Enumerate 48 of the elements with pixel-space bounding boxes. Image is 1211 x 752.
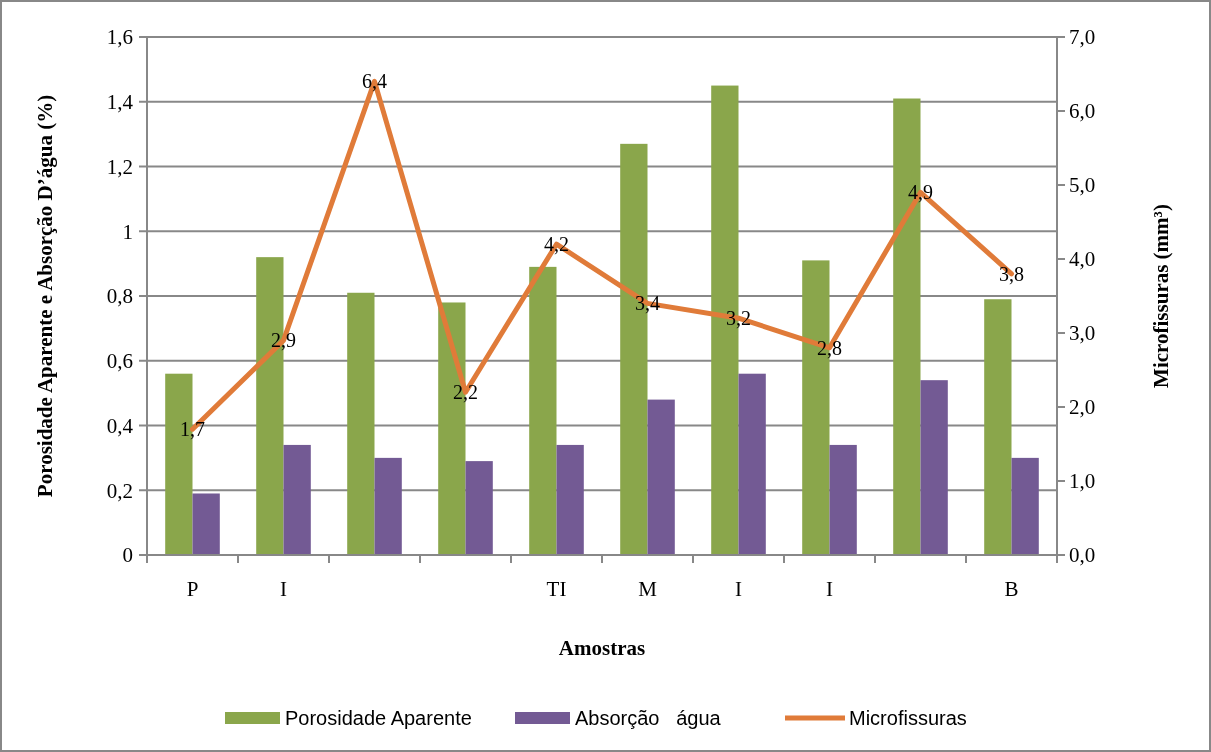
x-tick-label: TI — [546, 577, 567, 601]
bar — [738, 373, 766, 555]
y-tick-label: 0,2 — [106, 478, 133, 503]
bar — [984, 299, 1012, 555]
y2-tick-label: 7,0 — [1069, 25, 1096, 50]
y2-axis-title: Microfissuras (mm³) — [1149, 204, 1173, 388]
data-label: 6,4 — [362, 70, 387, 93]
x-tick-label: I — [280, 577, 287, 601]
x-tick-label: I — [735, 577, 742, 601]
y2-tick-label: 6,0 — [1069, 99, 1096, 124]
legend-label: Absorção água — [575, 707, 722, 729]
y-tick-label: 1 — [122, 219, 133, 244]
x-tick-label: B — [1004, 577, 1019, 601]
y2-tick-label: 2,0 — [1069, 395, 1096, 420]
bar — [920, 380, 948, 555]
bar — [529, 266, 557, 555]
y-tick-label: 0 — [122, 543, 133, 568]
bar — [347, 292, 375, 555]
y-tick-label: 1,4 — [106, 90, 134, 115]
bar — [647, 399, 675, 555]
legend-label: Porosidade Aparente — [285, 707, 472, 729]
y-tick-label: 0,6 — [106, 349, 133, 374]
bar — [283, 444, 311, 555]
x-tick-label: P — [186, 577, 199, 601]
bar — [465, 461, 493, 555]
bar — [556, 444, 584, 555]
y-tick-label: 1,6 — [106, 25, 133, 50]
x-axis-title: Amostras — [558, 636, 646, 660]
x-tick-label: M — [638, 577, 658, 601]
y-axis-title: Porosidade Aparente e Absorção D’água (%) — [33, 94, 57, 498]
data-label: 1,7 — [180, 418, 205, 441]
y-tick-label: 0,4 — [106, 413, 134, 438]
bar — [1011, 457, 1039, 555]
y2-tick-label: 4,0 — [1069, 247, 1096, 272]
y-tick-label: 1,2 — [106, 154, 133, 179]
data-label: 3,8 — [999, 262, 1024, 285]
bar — [192, 493, 220, 555]
data-label: 3,4 — [635, 292, 660, 315]
data-label: 3,2 — [726, 307, 751, 330]
y-tick-label: 0,8 — [106, 284, 133, 309]
legend-label: Microfissuras — [849, 707, 967, 729]
y2-tick-label: 3,0 — [1069, 321, 1096, 346]
y2-tick-label: 0,0 — [1069, 543, 1096, 568]
y2-tick-label: 5,0 — [1069, 173, 1096, 198]
bar — [374, 457, 402, 555]
x-tick-label: I — [826, 577, 833, 601]
bar — [829, 444, 857, 555]
y2-tick-label: 1,0 — [1069, 469, 1096, 494]
